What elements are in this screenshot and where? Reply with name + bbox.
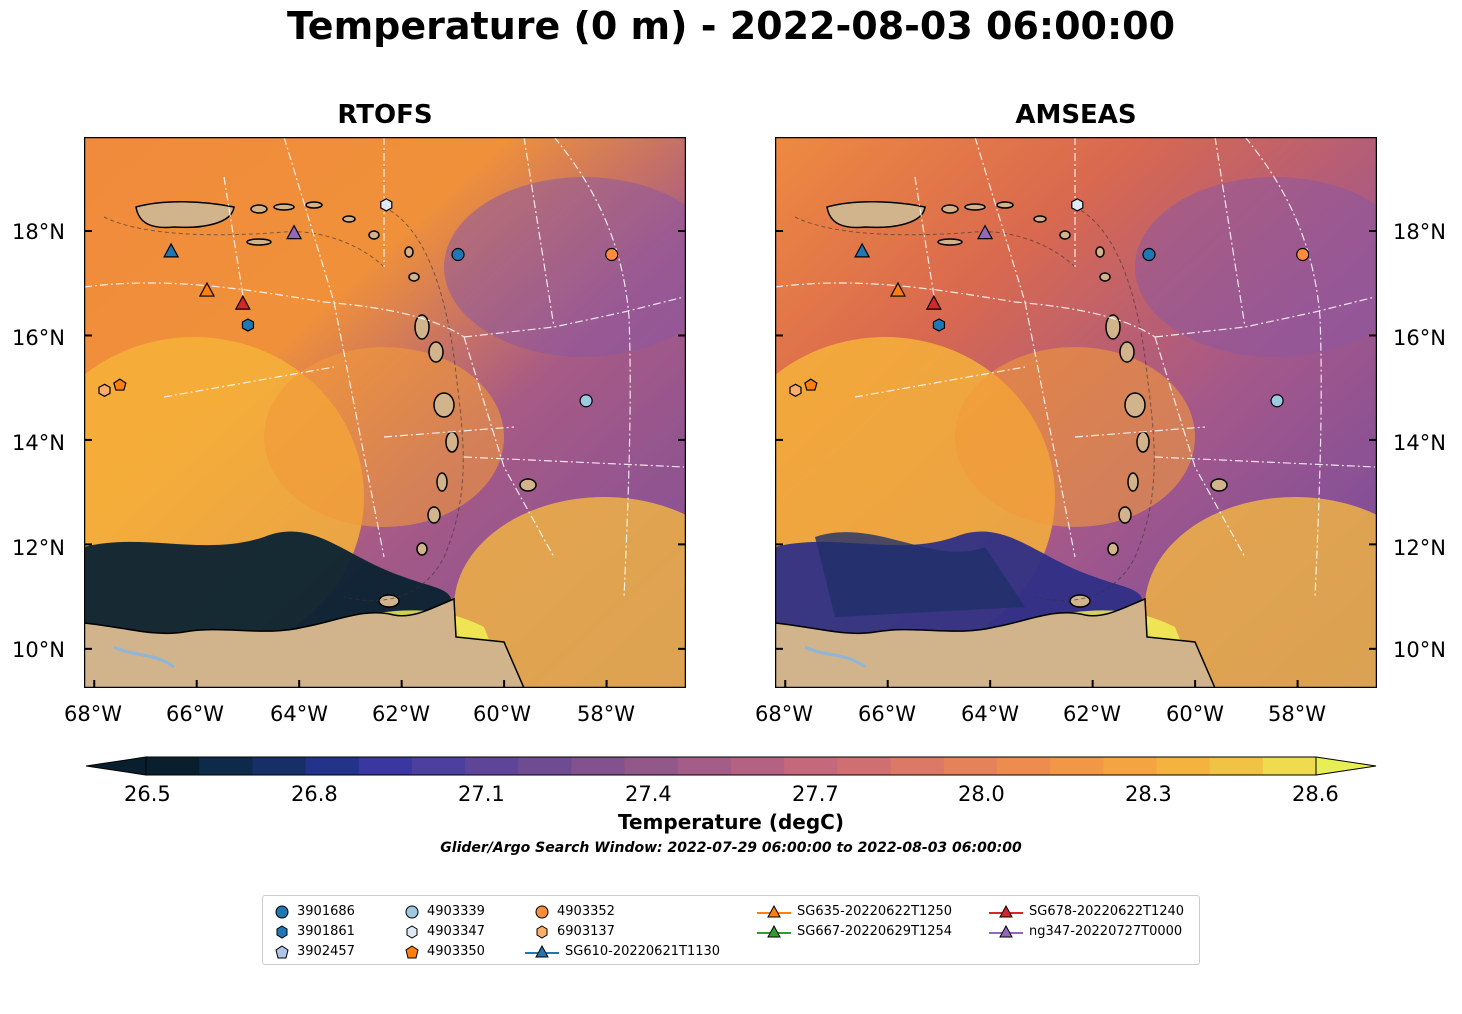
lat-tick-label: 12°N <box>12 536 65 560</box>
legend-item: 4903347 <box>403 924 485 939</box>
platform-marker-4903350 <box>113 378 127 391</box>
legend-item: SG678-20220622T1240 <box>989 904 1184 919</box>
lat-tick-label: 14°N <box>12 431 65 455</box>
lon-tick-label: 58°W <box>577 702 635 726</box>
platform-marker-SG678-20220622T1240 <box>925 294 942 310</box>
platform-marker-4903339 <box>579 394 593 408</box>
lat-tick-label: 10°N <box>12 638 65 662</box>
lon-tick-label: 66°W <box>166 702 224 726</box>
lon-tick-label: 64°W <box>961 702 1019 726</box>
hexagon-marker-icon <box>276 924 288 939</box>
platform-marker-3901861 <box>932 318 946 332</box>
lon-tick-label: 68°W <box>755 702 813 726</box>
lat-tick-label: 18°N <box>12 220 65 244</box>
colorbar-tick-label: 28.6 <box>1292 782 1339 806</box>
circle-marker-icon <box>405 905 419 918</box>
platform-marker-6903137 <box>789 383 802 397</box>
legend: 3901686 3901861 3902457 4903339 4903347 … <box>262 895 1200 965</box>
colorbar-label: Temperature (degC) <box>618 810 844 834</box>
legend-item: 3901686 <box>273 904 355 919</box>
colorbar-tick-label: 28.3 <box>1125 782 1172 806</box>
triangle-line-marker-icon <box>989 924 1023 937</box>
platform-marker-SG610-20220621T1130 <box>854 242 871 258</box>
triangle-line-marker-icon <box>989 904 1023 917</box>
triangle-line-marker-icon <box>757 904 791 917</box>
platform-marker-ng347-20220727T0000 <box>286 224 303 240</box>
legend-item: 4903339 <box>403 904 485 919</box>
lon-tick-label: 60°W <box>1166 702 1224 726</box>
panel-title-rtofs: RTOFS <box>337 100 433 130</box>
legend-item: 3901861 <box>273 924 355 939</box>
lat-tick-label: 14°N <box>1393 431 1446 455</box>
lat-tick-label: 12°N <box>1393 536 1446 560</box>
legend-item: SG610-20220621T1130 <box>525 944 720 959</box>
legend-item: 4903352 <box>533 904 615 919</box>
triangle-line-marker-icon <box>757 924 791 937</box>
legend-item: 3902457 <box>273 944 355 959</box>
lon-tick-label: 62°W <box>1063 702 1121 726</box>
legend-item: ng347-20220727T0000 <box>989 924 1182 939</box>
pentagon-marker-icon <box>275 944 289 958</box>
lon-tick-label: 64°W <box>270 702 328 726</box>
platform-marker-3901686 <box>1142 247 1156 262</box>
figure-title: Temperature (0 m) - 2022-08-03 06:00:00 <box>286 4 1176 48</box>
platform-marker-SG678-20220622T1240 <box>234 294 251 310</box>
lon-tick-label: 66°W <box>858 702 916 726</box>
hexagon-marker-icon <box>406 924 418 939</box>
circle-marker-icon <box>275 905 289 918</box>
platform-marker-4903347 <box>1071 198 1084 212</box>
platform-marker-ng347-20220727T0000 <box>977 224 994 240</box>
colorbar-tick-label: 28.0 <box>958 782 1005 806</box>
lon-tick-label: 62°W <box>372 702 430 726</box>
platform-marker-6903137 <box>98 383 111 397</box>
colorbar-tick-label: 27.1 <box>458 782 505 806</box>
platform-marker-SG610-20220621T1130 <box>163 242 180 258</box>
panel-title-amseas: AMSEAS <box>1015 100 1137 130</box>
lon-tick-label: 60°W <box>473 702 531 726</box>
lat-tick-label: 16°N <box>1393 326 1446 350</box>
legend-item: 6903137 <box>533 924 615 939</box>
platform-marker-4903347 <box>380 198 393 212</box>
legend-item: SG635-20220622T1250 <box>757 904 952 919</box>
pentagon-marker-icon <box>405 944 419 958</box>
triangle-line-marker-icon <box>525 944 559 957</box>
platform-marker-4903352 <box>605 247 619 262</box>
circle-marker-icon <box>535 905 549 918</box>
colorbar-tick-label: 26.5 <box>124 782 171 806</box>
search-window-note: Glider/Argo Search Window: 2022-07-29 06… <box>440 840 1022 856</box>
lon-tick-label: 68°W <box>64 702 122 726</box>
colorbar-tick-label: 26.8 <box>291 782 338 806</box>
colorbar-tick-label: 27.4 <box>625 782 672 806</box>
platform-marker-3901686 <box>451 247 465 262</box>
platform-marker-3901861 <box>241 318 255 332</box>
platform-marker-4903350 <box>804 378 818 391</box>
rtofs-map <box>84 137 686 688</box>
platform-marker-SG635-20220622T1250 <box>889 281 906 297</box>
platform-marker-4903352 <box>1296 247 1310 262</box>
amseas-map <box>775 137 1377 688</box>
lat-tick-label: 16°N <box>12 326 65 350</box>
colorbar <box>86 756 1377 776</box>
legend-item: SG667-20220629T1254 <box>757 924 952 939</box>
lon-tick-label: 58°W <box>1268 702 1326 726</box>
legend-item: 4903350 <box>403 944 485 959</box>
lat-tick-label: 10°N <box>1393 638 1446 662</box>
lat-tick-label: 18°N <box>1393 220 1446 244</box>
platform-marker-4903339 <box>1270 394 1284 408</box>
platform-marker-SG635-20220622T1250 <box>198 281 215 297</box>
hexagon-marker-icon <box>536 924 548 939</box>
colorbar-tick-label: 27.7 <box>792 782 839 806</box>
